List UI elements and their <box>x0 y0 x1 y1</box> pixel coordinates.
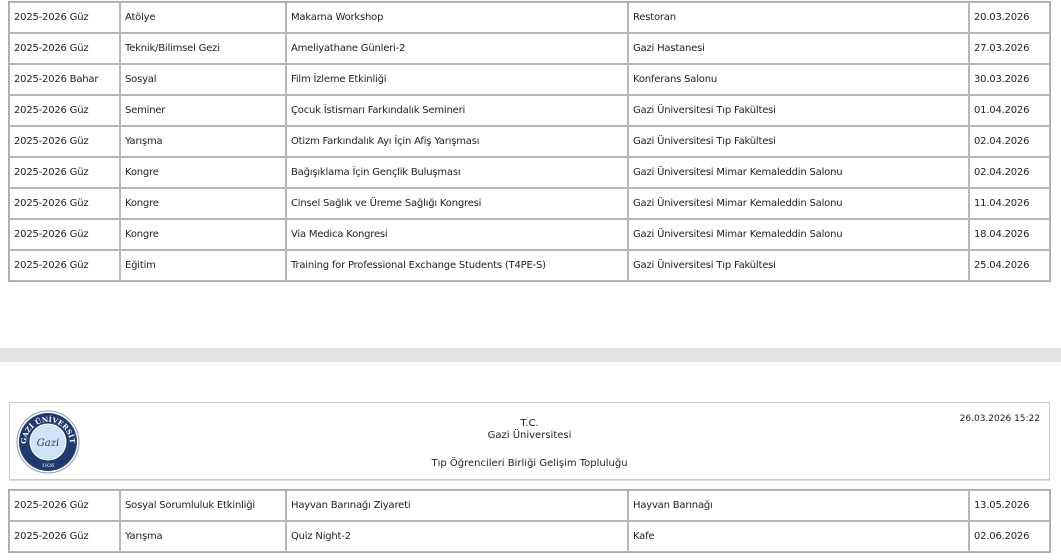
location-cell: Hayvan Barınağı <box>628 490 969 521</box>
location-cell: Kafe <box>628 521 969 552</box>
category-cell: Teknik/Bilimsel Gezi <box>120 33 286 64</box>
term-cell: 2025-2026 Güz <box>9 250 120 281</box>
event-name-cell: Makarna Workshop <box>286 2 628 33</box>
table-row: 2025-2026 Güz Teknik/Bilimsel Gezi Ameliya… <box>9 33 1050 64</box>
term-cell: 2025-2026 Güz <box>9 126 120 157</box>
event-name-cell: Via Medica Kongresi <box>286 219 628 250</box>
event-name-cell: Çocuk İstismarı Farkındalık Semineri <box>286 95 628 126</box>
table-row: 2025-2026 Güz Yarışma Quiz Night-2 Kafe 02.0… <box>9 521 1050 552</box>
table-row: 2025-2026 Güz Yarışma Otizm Farkındalık Ay… <box>9 126 1050 157</box>
event-name-cell: Film İzleme Etkinliği <box>286 64 628 95</box>
table-row: 2025-2026 Güz Seminer Çocuk İstismarı Fark… <box>9 95 1050 126</box>
event-name-cell: Otizm Farkındalık Ayı İçin Afiş Yarışmas… <box>286 126 628 157</box>
location-cell: Gazi Üniversitesi Tıp Fakültesi <box>628 95 969 126</box>
category-cell: Sosyal <box>120 64 286 95</box>
table-row: 2025-2026 Güz Eğitim Training for Professi… <box>9 250 1050 281</box>
date-cell: 27.03.2026 <box>969 33 1050 64</box>
location-cell: Gazi Üniversitesi Tıp Fakültesi <box>628 126 969 157</box>
header-university: Gazi Üniversitesi <box>487 430 572 441</box>
location-cell: Konferans Salonu <box>628 64 969 95</box>
category-cell: Yarışma <box>120 126 286 157</box>
date-cell: 02.04.2026 <box>969 157 1050 188</box>
event-name-cell: Quiz Night-2 <box>286 521 628 552</box>
term-cell: 2025-2026 Güz <box>9 188 120 219</box>
table-row: 2025-2026 Güz Kongre Via Medica Kongresi Ga… <box>9 219 1050 250</box>
event-name-cell: Ameliyathane Günleri-2 <box>286 33 628 64</box>
event-name-cell: Hayvan Barınağı Ziyareti <box>286 490 628 521</box>
date-cell: 11.04.2026 <box>969 188 1050 219</box>
header-organization: Tıp Öğrencileri Birliği Gelişim Topluluğ… <box>431 458 628 469</box>
date-cell: 18.04.2026 <box>969 219 1050 250</box>
gazi-university-logo: GAZİ ÜNİVERSİTESİ Gazi 1926 <box>16 410 80 474</box>
location-cell: Restoran <box>628 2 969 33</box>
svg-text:1926: 1926 <box>42 463 55 469</box>
table-row: 2025-2026 Güz Kongre Bağışıklama İçin Genç… <box>9 157 1050 188</box>
location-cell: Gazi Üniversitesi Mimar Kemaleddin Salon… <box>628 188 969 219</box>
table-row: 2025-2026 Güz Kongre Cinsel Sağlık ve Ürem… <box>9 188 1050 219</box>
category-cell: Sosyal Sorumluluk Etkinliği <box>120 490 286 521</box>
header-line-tc: T.C. <box>520 418 539 429</box>
table-row: 2025-2026 Güz Sosyal Sorumluluk Etkinliği… <box>9 490 1050 521</box>
term-cell: 2025-2026 Güz <box>9 2 120 33</box>
term-cell: 2025-2026 Güz <box>9 95 120 126</box>
date-cell: 02.04.2026 <box>969 126 1050 157</box>
location-cell: Gazi Üniversitesi Mimar Kemaleddin Salon… <box>628 219 969 250</box>
events-table: 2025-2026 Güz Sosyal Sorumluluk Etkinliği… <box>8 489 1051 553</box>
table-row: 2025-2026 Bahar Sosyal Film İzleme Etkinli… <box>9 64 1050 95</box>
page-break-band <box>0 348 1061 362</box>
category-cell: Yarışma <box>120 521 286 552</box>
location-cell: Gazi Üniversitesi Tıp Fakültesi <box>628 250 969 281</box>
events-table: 2025-2026 Güz Atölye Makarna Workshop Resto… <box>8 1 1051 282</box>
location-cell: Gazi Hastanesi <box>628 33 969 64</box>
print-timestamp: 26.03.2026 15:22 <box>959 414 1040 424</box>
location-cell: Gazi Üniversitesi Mimar Kemaleddin Salon… <box>628 157 969 188</box>
date-cell: 20.03.2026 <box>969 2 1050 33</box>
date-cell: 01.04.2026 <box>969 95 1050 126</box>
term-cell: 2025-2026 Güz <box>9 157 120 188</box>
svg-text:Gazi: Gazi <box>37 438 59 449</box>
event-name-cell: Bağışıklama İçin Gençlik Buluşması <box>286 157 628 188</box>
category-cell: Eğitim <box>120 250 286 281</box>
category-cell: Kongre <box>120 219 286 250</box>
date-cell: 25.04.2026 <box>969 250 1050 281</box>
term-cell: 2025-2026 Güz <box>9 33 120 64</box>
date-cell: 30.03.2026 <box>969 64 1050 95</box>
event-name-cell: Cinsel Sağlık ve Üreme Sağlığı Kongresi <box>286 188 628 219</box>
term-cell: 2025-2026 Bahar <box>9 64 120 95</box>
date-cell: 02.06.2026 <box>969 521 1050 552</box>
report-header: GAZİ ÜNİVERSİTESİ Gazi 1926 T.C. Gazi Ün… <box>9 402 1050 480</box>
category-cell: Atölye <box>120 2 286 33</box>
table-row: 2025-2026 Güz Atölye Makarna Workshop Resto… <box>9 2 1050 33</box>
event-name-cell: Training for Professional Exchange Stude… <box>286 250 628 281</box>
date-cell: 13.05.2026 <box>969 490 1050 521</box>
term-cell: 2025-2026 Güz <box>9 219 120 250</box>
category-cell: Kongre <box>120 188 286 219</box>
term-cell: 2025-2026 Güz <box>9 490 120 521</box>
category-cell: Kongre <box>120 157 286 188</box>
term-cell: 2025-2026 Güz <box>9 521 120 552</box>
category-cell: Seminer <box>120 95 286 126</box>
